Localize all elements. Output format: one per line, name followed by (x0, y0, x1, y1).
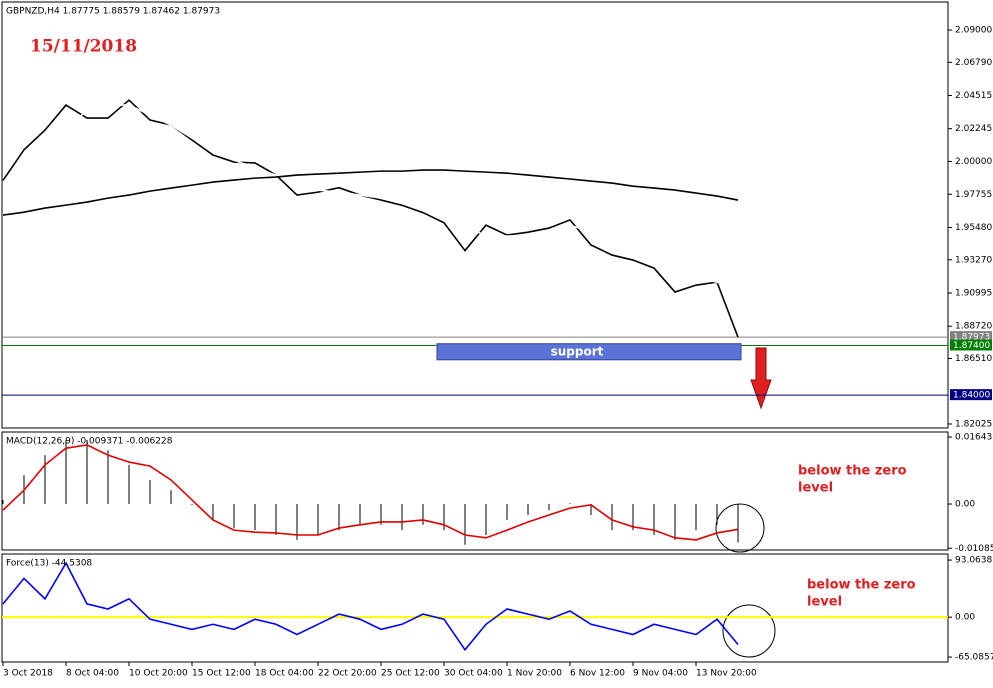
y-tick-label: 1.88720 (955, 322, 992, 332)
y-tick-label: 1.82025 (955, 419, 992, 429)
x-tick-label: 10 Oct 20:00 (129, 669, 188, 679)
y-tick-label: 1.97755 (955, 190, 992, 200)
annotation: below the zero (798, 464, 907, 479)
annotation: level (798, 481, 833, 496)
y-tick-label: -65.0857 (955, 653, 993, 663)
x-tick-label: 22 Oct 20:00 (318, 669, 377, 679)
y-tick-label: 2.09000 (955, 26, 992, 36)
panel-title: Force(13) -44.5308 (6, 559, 92, 569)
level-label: 1.84000 (953, 391, 990, 401)
x-tick-label: 9 Nov 04:00 (633, 669, 688, 679)
x-tick-label: 8 Oct 04:00 (66, 669, 119, 679)
level-label-box (950, 331, 992, 343)
y-tick-label: 1.93270 (955, 255, 992, 265)
y-tick-label: 0.016438 (955, 433, 993, 443)
y-tick-label: 2.06790 (955, 58, 992, 68)
date-annotation: 15/11/2018 (30, 37, 137, 57)
annotation: level (807, 595, 842, 610)
x-tick-label: 13 Nov 20:00 (696, 669, 757, 679)
y-tick-label: 1.90995 (955, 288, 992, 298)
series-line (2, 444, 739, 541)
main-panel (1, 1, 949, 429)
x-tick-label: 6 Nov 12:00 (570, 669, 625, 679)
x-tick-label: 15 Oct 12:00 (192, 669, 251, 679)
level-label: 1.87400 (953, 341, 990, 351)
panel-title: MACD(12,26,9) -0.009371 -0.006228 (6, 437, 173, 447)
y-tick-label: 2.04515 (955, 91, 992, 101)
series-line (2, 99, 739, 338)
x-tick-label: 25 Oct 12:00 (381, 669, 440, 679)
down-arrow (750, 347, 772, 410)
y-tick-label: 0.00 (955, 500, 975, 510)
y-tick-label: 0.00 (955, 613, 975, 623)
x-tick-label: 3 Oct 2018 (3, 669, 53, 679)
macd-panel (1, 431, 949, 551)
panel-title: GBPNZD,H4 1.87775 1.88579 1.87462 1.8797… (6, 7, 220, 17)
y-tick-label: 1.95480 (955, 223, 992, 233)
series-line (2, 561, 739, 652)
force-panel (1, 553, 949, 663)
support-zone (436, 343, 742, 361)
series-line (2, 169, 739, 216)
annotation: below the zero (807, 578, 916, 593)
y-tick-label: -0.010855 (955, 544, 993, 554)
x-tick-label: 18 Oct 04:00 (255, 669, 314, 679)
highlight-circle (715, 503, 765, 553)
y-tick-label: 2.00000 (955, 157, 992, 167)
y-tick-label: 2.02245 (955, 124, 992, 134)
x-tick-label: 1 Nov 20:00 (507, 669, 562, 679)
y-tick-label: 93.0638 (955, 556, 992, 566)
series-line (2, 104, 739, 291)
level-label-box (950, 389, 992, 401)
highlight-circle (722, 604, 776, 658)
level-label: 1.87973 (953, 333, 990, 343)
y-tick-label: 1.86510 (955, 354, 992, 364)
support-label: support (551, 344, 604, 358)
x-tick-label: 30 Oct 04:00 (444, 669, 503, 679)
level-label-box (950, 339, 992, 351)
